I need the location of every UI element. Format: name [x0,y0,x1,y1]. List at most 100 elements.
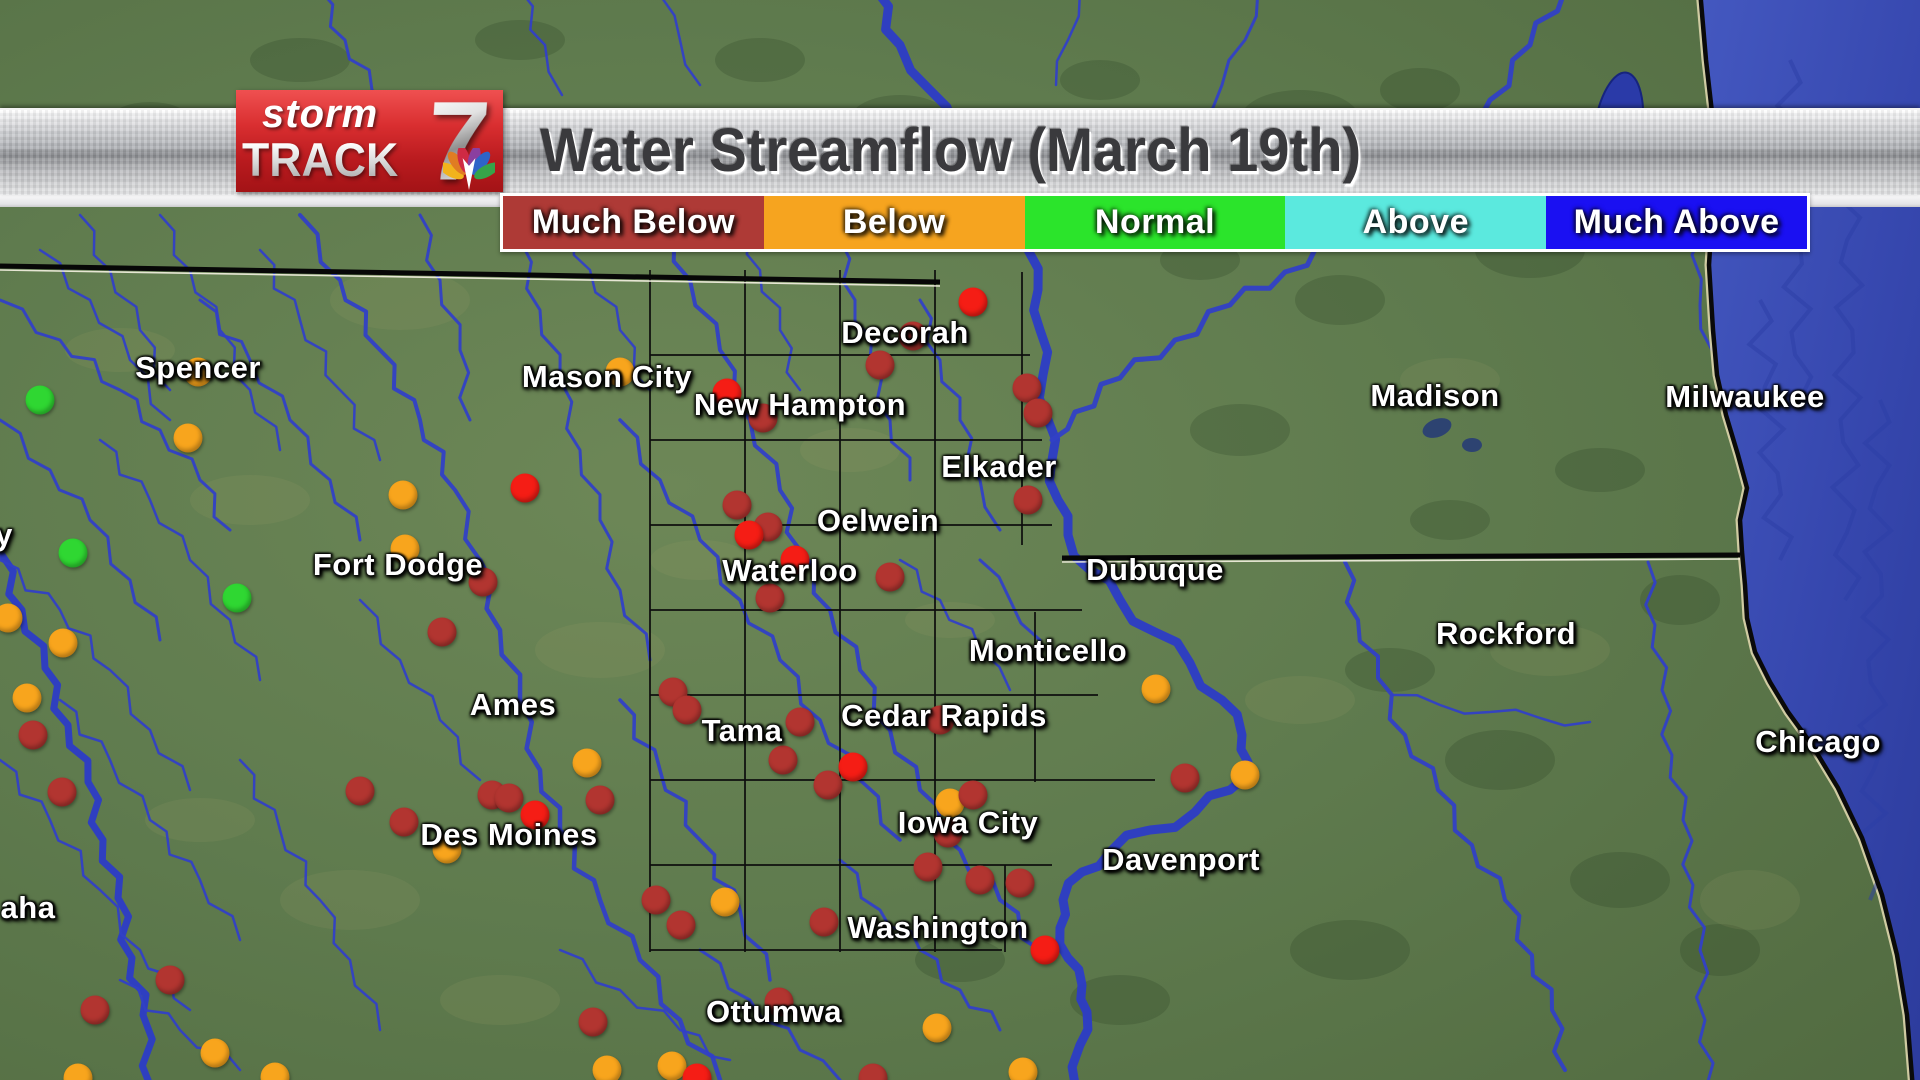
streamflow-station-dot [468,567,498,597]
streamflow-station-dot [47,777,77,807]
streamflow-station-dot [1141,674,1171,704]
streamflow-station-dot [12,683,42,713]
streamflow-station-dot [520,800,550,830]
streamflow-station-dot [858,1063,888,1080]
city-label-milwaukee: Milwaukee [1665,379,1825,414]
streamflow-station-dot [710,887,740,917]
city-label-ames: Ames [469,687,557,722]
legend-item-normal: Normal [1024,196,1286,249]
streamflow-station-dot [48,628,78,658]
city-label-new-hampton: New Hampton [693,387,907,422]
streamflow-station-dot [1008,1057,1038,1080]
legend-item-much-below: Much Below [503,196,764,249]
streamflow-station-dot [605,357,635,387]
city-label-cedar-rapids: Cedar Rapids [841,698,1047,733]
county-borders [649,270,1155,952]
streamflow-station-dot [712,378,742,408]
city-label-aha: aha [0,890,56,925]
legend-item-much-above: Much Above [1546,196,1807,249]
city-label-ottumwa: Ottumwa [705,994,843,1029]
city-label-tama: Tama [701,713,783,748]
streamflow-station-dot [755,583,785,613]
streamflow-station-dot [898,321,928,351]
city-label-madison: Madison [1370,378,1500,413]
streamflow-station-dot [388,480,418,510]
streamflow-station-dot [734,520,764,550]
city-label-decorah: Decorah [841,315,969,350]
streamflow-station-dot [958,780,988,810]
streamflow-station-dot [657,1051,687,1080]
city-label-fort-dodge: Fort Dodge [312,547,484,582]
streamflow-station-dot [672,695,702,725]
streamflow-station-dot [764,987,794,1017]
city-label-rockford: Rockford [1435,616,1577,651]
streamflow-station-dot [155,965,185,995]
streamflow-station-dot [585,785,615,815]
city-label-davenport: Davenport [1102,842,1260,877]
streamflow-station-dot [578,1007,608,1037]
city-label-chicago: Chicago [1755,724,1881,759]
streamflow-station-dot [1005,868,1035,898]
streamflow-station-dot [25,385,55,415]
legend-item-below: Below [763,196,1025,249]
streamflow-station-dot [260,1062,290,1080]
state-borders [0,263,1741,563]
streamflow-station-dot [510,473,540,503]
streamflow-station-dot [427,617,457,647]
streamflow-station-dot [922,1013,952,1043]
streamflow-station-dot [572,748,602,778]
streamflow-station-dot [1170,763,1200,793]
streamflow-station-dot [1230,760,1260,790]
streamflow-station-dot [748,403,778,433]
city-label-mason-city: Mason City [521,359,693,394]
logo-storm-text: storm [262,92,379,136]
streamflow-station-dot [173,423,203,453]
streamflow-station-dot [63,1063,93,1080]
streamflow-station-dot [813,770,843,800]
city-label-elkader: Elkader [941,449,1057,484]
streamflow-station-dot [641,885,671,915]
legend-item-above: Above [1285,196,1547,249]
streamflow-station-dot [666,910,696,940]
streamflow-station-dot [838,752,868,782]
city-label-y: y [0,517,13,552]
logo-track-text: TRACK [242,133,399,186]
city-label-waterloo: Waterloo [722,553,858,588]
streamflow-station-dot [875,562,905,592]
streamflow-station-dot [925,705,955,735]
streamflow-station-dot [682,1063,712,1080]
streamflow-station-dot [494,783,524,813]
streamflow-station-dot [933,818,963,848]
streamflow-legend: Much Below Below Normal Above Much Above [500,193,1810,252]
streamflow-station-dot [958,287,988,317]
streamflow-station-dot [1012,373,1042,403]
streamflow-station-dot [809,907,839,937]
city-label-oelwein: Oelwein [816,503,940,538]
streamflow-station-dot [80,995,110,1025]
city-label-des-moines: Des Moines [420,817,598,852]
nbc-peacock-icon [443,148,495,190]
city-label-dubuque: Dubuque [1086,552,1224,587]
city-label-spencer: Spencer [135,350,261,385]
streamflow-station-dot [390,534,420,564]
streamflow-station-dot [432,834,462,864]
streamflow-station-dot [1013,485,1043,515]
streamflow-station-dot [18,720,48,750]
storm-track-7-logo: storm TRACK 7 [236,78,503,203]
streamflow-station-dot [592,1055,622,1080]
streamflow-station-dot [200,1038,230,1068]
streamflow-station-dot [222,583,252,613]
streamflow-station-dot [722,490,752,520]
city-label-washington: Washington [847,910,1029,945]
city-label-iowa-city: Iowa City [897,805,1039,840]
streamflow-station-dot [865,350,895,380]
streamflow-station-dot [1030,935,1060,965]
streamflow-station-dot [389,807,419,837]
page-title: Water Streamflow (March 19th) [540,116,1362,184]
streamflow-station-dot [780,545,810,575]
streamflow-station-dot [785,707,815,737]
streamflow-station-dot [965,865,995,895]
streamflow-station-dot [345,776,375,806]
city-label-monticello: Monticello [968,633,1128,668]
